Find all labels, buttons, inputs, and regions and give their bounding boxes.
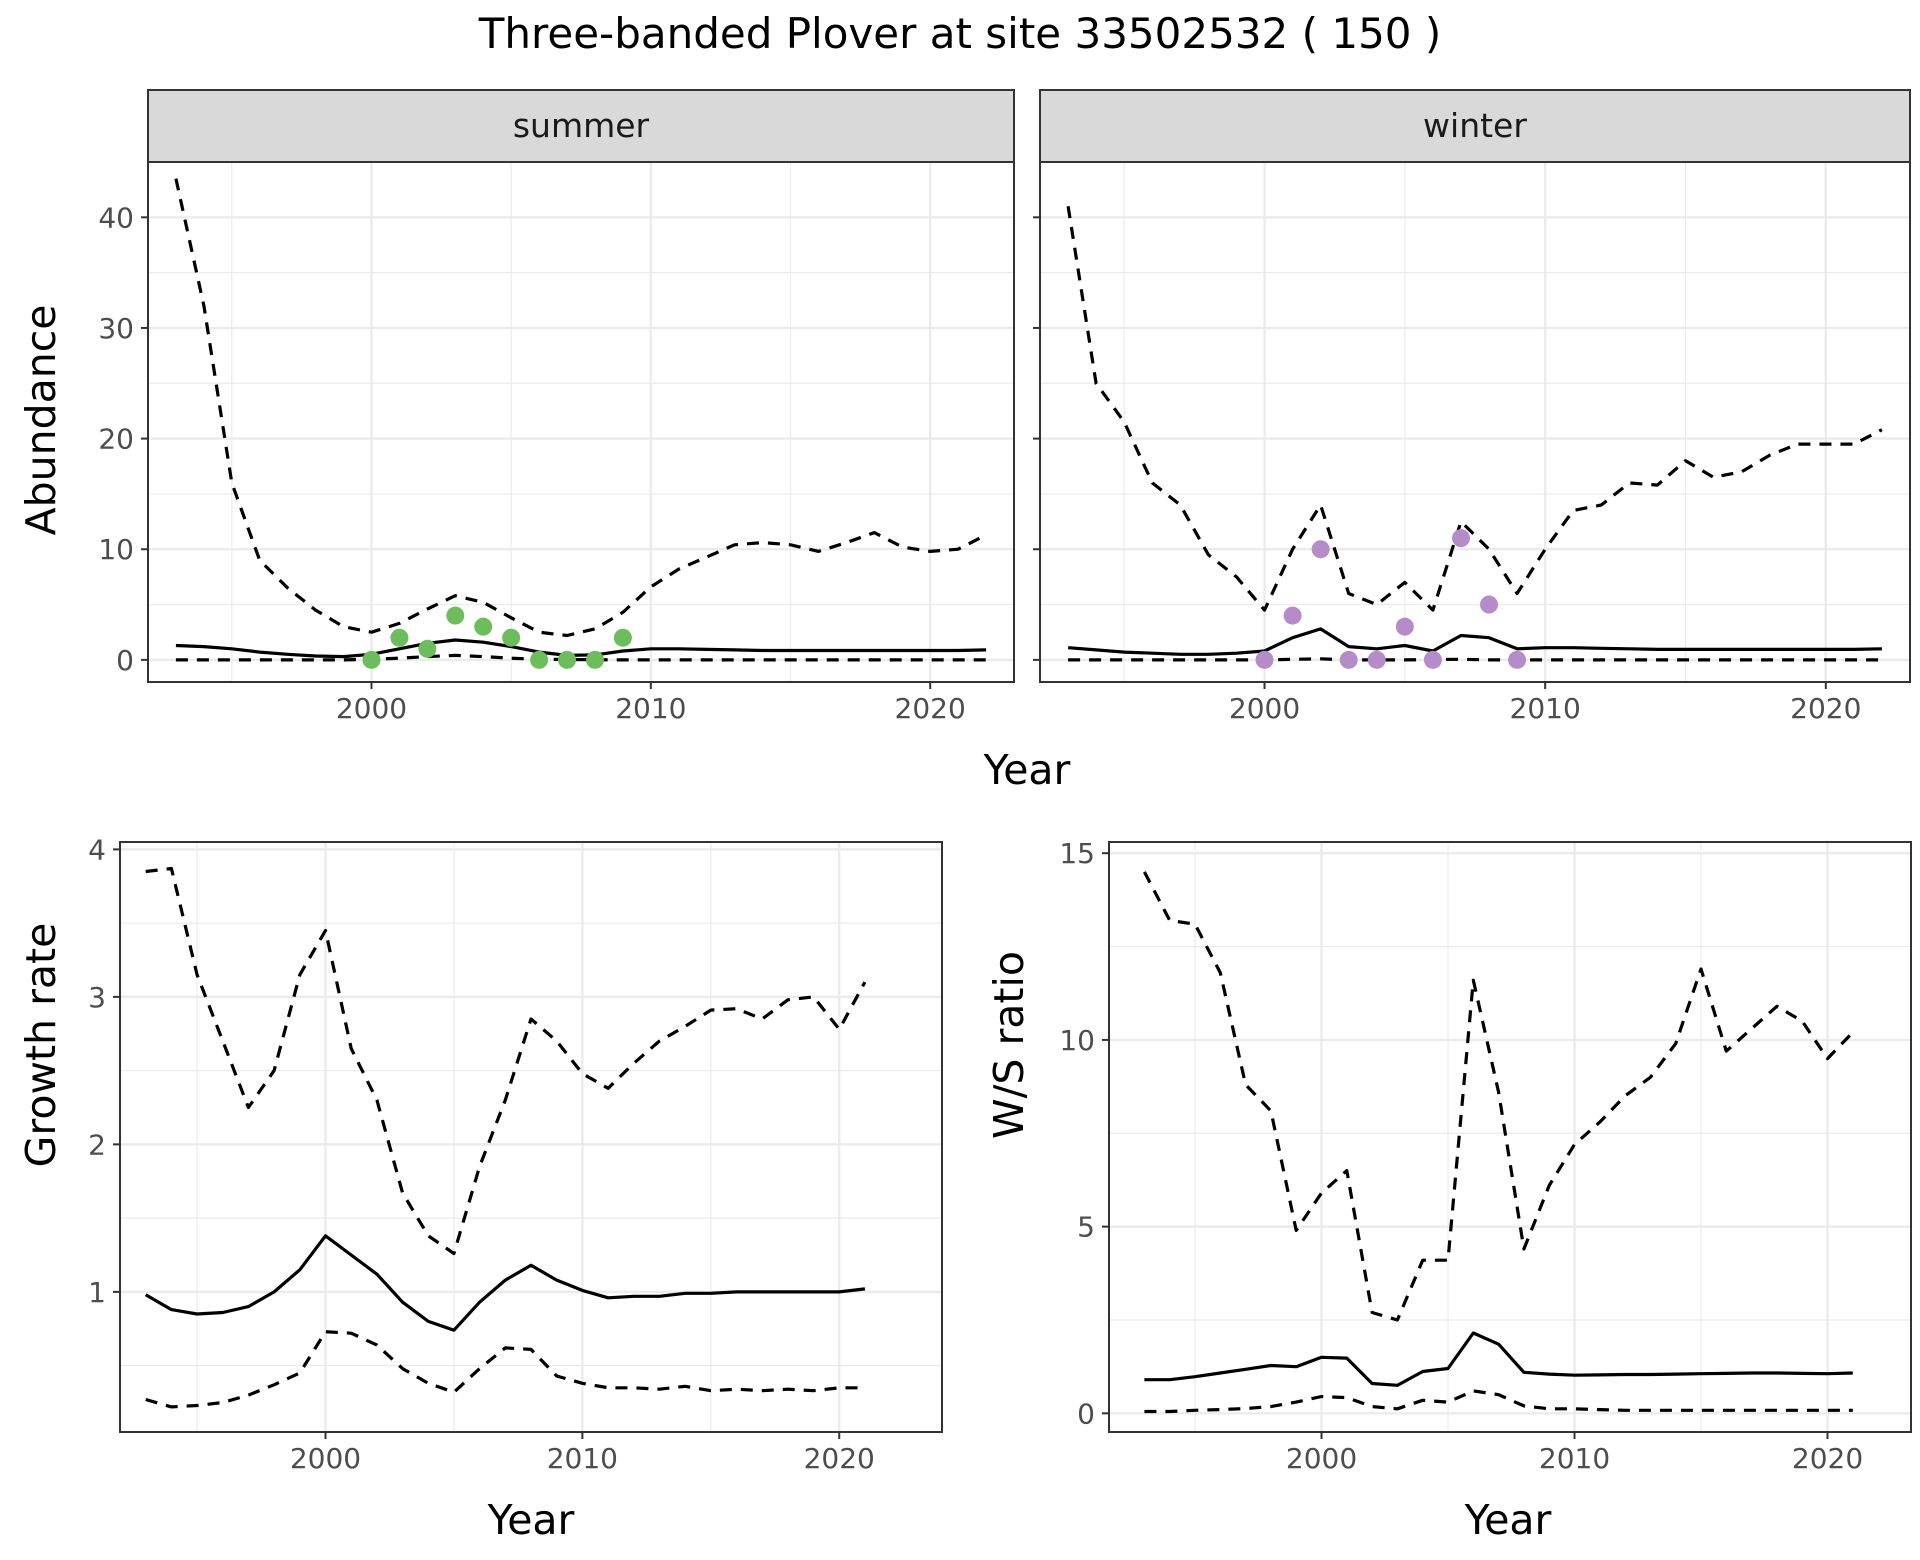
summer-panel-border [147,161,1015,683]
ws-y-axis-title: W/S ratio [985,951,1033,1139]
ws-panel-border [1108,841,1912,1433]
ws-background [1109,842,1911,1432]
growth-rate-panel: 2000 2010 2020 1 2 3 4 [88,833,943,1475]
summer-upper-bound-line [174,178,987,638]
growth-x-axis-title: Year [487,1496,575,1544]
summer-x-tick-label: 2010 [615,692,686,725]
summer-observed-point [362,650,381,669]
winter-background [1040,162,1910,682]
winter-observed-point [1255,650,1274,669]
ws-upper-bound-line [1142,871,1854,1322]
growth-y-tick-label: 1 [88,1276,106,1309]
winter-observed-point [1508,650,1527,669]
summer-y-tick-label: 30 [98,312,134,345]
growth-y-tick-label: 2 [88,1128,106,1161]
winter-panel-border [1039,161,1911,683]
summer-series-group [174,178,987,662]
ws-y-tick-label: 15 [1059,837,1095,870]
ws-y-tick-label: 5 [1077,1211,1095,1244]
summer-lower-bound-line [175,653,987,662]
ws-lower-bound-line [1144,1389,1853,1414]
summer-panel: 2000 2010 2020 0 10 20 30 40 [98,161,1015,725]
winter-observed-point [1367,650,1386,669]
winter-observed-point [1339,650,1358,669]
winter-strip-label: winter [1423,106,1527,145]
growth-x-tick-label: 2000 [290,1442,361,1475]
winter-observed-point [1451,529,1470,548]
ws-x-tick-label: 2000 [1286,1442,1357,1475]
top-y-axis-title: Abundance [17,305,65,536]
summer-median-line [175,638,987,659]
winter-panel: 2000 2010 2020 [1033,161,1911,725]
ws-y-tick-label: 0 [1077,1397,1095,1430]
winter-observed-point [1395,617,1414,636]
summer-observed-point [418,639,437,658]
ws-ratio-panel: 2000 2010 2020 0 5 10 15 [1059,837,1912,1475]
summer-background [148,162,1014,682]
summer-y-tick-label: 0 [116,644,134,677]
summer-y-tick-label: 40 [98,201,134,234]
growth-y-tick-label: 4 [88,833,106,866]
ws-y-tick-label: 10 [1059,1024,1095,1057]
winter-median-line [1067,627,1882,656]
growth-upper-bound-line [145,866,867,1256]
winter-strip [1039,89,1911,163]
summer-y-tick-label: 10 [98,533,134,566]
summer-observed-point [474,617,493,636]
winter-observed-point [1283,606,1302,625]
plot-title: Three-banded Plover at site 33502532 ( 1… [478,9,1442,58]
ws-median-line [1144,1331,1853,1387]
summer-observed-point [390,628,409,647]
growth-background [120,842,942,1432]
winter-upper-bound-line [1066,206,1883,612]
summer-x-tick-label: 2020 [895,692,966,725]
winter-x-tick-label: 2000 [1229,692,1300,725]
ws-x-tick-label: 2010 [1539,1442,1610,1475]
growth-x-tick-label: 2020 [804,1442,875,1475]
summer-observed-point [530,650,549,669]
growth-y-tick-label: 3 [88,981,106,1014]
top-x-axis-title: Year [983,746,1071,794]
ws-x-tick-label: 2020 [1792,1442,1863,1475]
winter-x-tick-label: 2020 [1790,692,1861,725]
winter-x-tick-label: 2010 [1510,692,1581,725]
summer-observed-point [502,628,521,647]
summer-x-tick-label: 2000 [336,692,407,725]
winter-observed-point [1423,650,1442,669]
growth-lower-bound-line [145,1330,865,1409]
growth-median-line [144,1234,866,1332]
growth-panel-border [119,841,943,1433]
summer-observed-point [446,606,465,625]
summer-observed-point [558,650,577,669]
ws-x-axis-title: Year [1464,1496,1552,1544]
winter-observed-point [1480,595,1499,614]
summer-y-tick-label: 20 [98,423,134,456]
growth-y-axis-title: Growth rate [17,923,65,1168]
growth-series-group [144,866,867,1409]
winter-observed-point [1311,540,1330,559]
summer-strip [147,89,1015,163]
summer-observed-point [613,628,632,647]
ws-series-group [1142,871,1854,1414]
growth-x-tick-label: 2010 [547,1442,618,1475]
summer-strip-label: summer [513,106,650,145]
summer-observed-point [585,650,604,669]
